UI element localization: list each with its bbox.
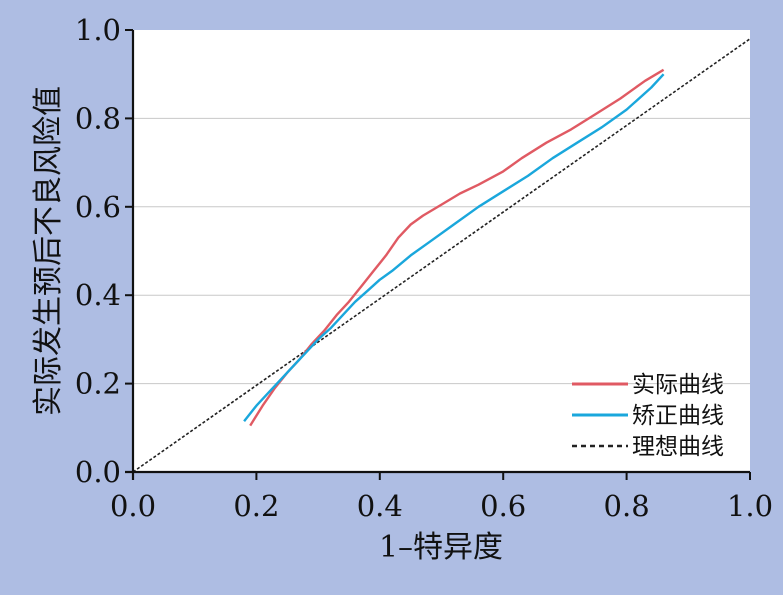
series-lines	[132, 38, 751, 473]
legend-label-0: 实际曲线	[632, 372, 724, 398]
x-axis-label: 1–特异度	[379, 530, 503, 565]
x-tick-label-4: 0.8	[604, 489, 650, 523]
tick-labels: 0.0 0.2 0.4 0.6 0.8 1.0 0.0 0.2 0.4 0.6 0.8 1.0	[75, 13, 773, 523]
series-line-2	[132, 38, 751, 473]
x-tick-label-0: 0.0	[110, 489, 156, 523]
y-tick-label-2: 0.4	[75, 278, 121, 312]
y-tick-label-1: 0.2	[75, 367, 121, 401]
x-tick-label-1: 0.2	[233, 489, 279, 523]
y-tick-label-5: 1.0	[75, 13, 121, 47]
plot-area	[133, 30, 750, 472]
series-line-1	[243, 73, 665, 422]
x-tick-label-2: 0.4	[357, 489, 403, 523]
y-axis-label: 实际发生预后不良风险值	[31, 86, 66, 416]
grid-lines	[133, 117, 750, 385]
legend-label-2: 理想曲线	[632, 434, 724, 460]
x-tick-label-5: 1.0	[727, 489, 773, 523]
x-tick-label-3: 0.6	[480, 489, 526, 523]
legend-label-1: 矫正曲线	[632, 403, 724, 429]
y-tick-label-0: 0.0	[75, 455, 121, 489]
y-tick-label-4: 0.8	[75, 101, 121, 135]
y-tick-label-3: 0.6	[75, 190, 121, 224]
axes	[125, 29, 751, 480]
